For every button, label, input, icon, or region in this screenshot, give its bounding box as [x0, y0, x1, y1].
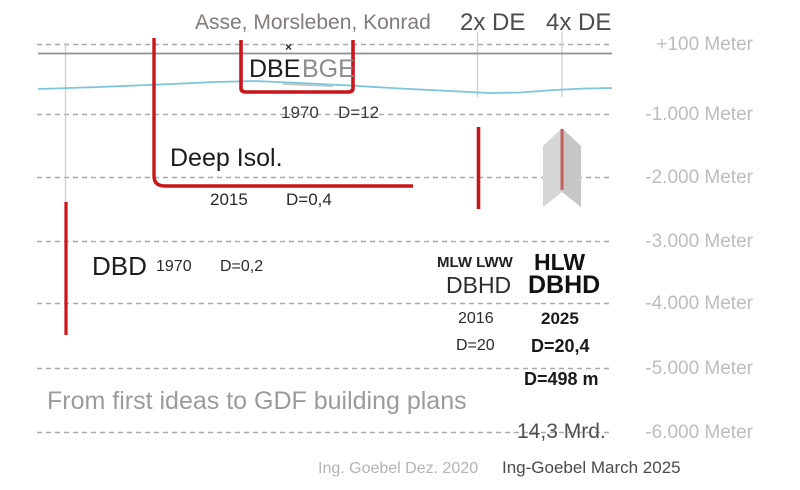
dbhd-hlw-diameter: D=20,4: [531, 336, 590, 356]
dbd-label: DBD: [92, 251, 147, 281]
chevron-arrow-right-face: [562, 128, 581, 207]
dbe-label: DBE: [249, 55, 301, 83]
cost-label: 14,3 Mrd.: [517, 420, 606, 443]
deep-isol-depth-line: [152, 38, 413, 188]
caption-text: From first ideas to GDF building plans: [47, 387, 467, 415]
bge-label: BGE: [302, 55, 355, 83]
dbhd-mlw-year: 2016: [458, 310, 494, 327]
depth-label-1000: -1.000 Meter: [645, 104, 753, 125]
scale-2x-label: 2x DE: [460, 9, 526, 36]
depth-label-3000: -3.000 Meter: [645, 231, 753, 252]
dbe-diameter: D=12: [338, 103, 380, 122]
dbhd-mlw-diameter: D=20: [456, 337, 495, 354]
scale-4x-label: 4x DE: [546, 9, 612, 36]
deep-isol-label: Deep Isol.: [170, 144, 283, 172]
dbe-depth-bracket: [239, 40, 355, 94]
dbhd-hlw-year: 2025: [541, 309, 579, 328]
dbd-diameter: D=0,2: [220, 258, 264, 275]
dbhd-hlw-waste-label: HLW: [534, 249, 586, 275]
dbhd-hlw-depth: D=498 m: [524, 369, 599, 389]
depth-label-2000: -2.000 Meter: [645, 167, 753, 188]
credit-previous: Ing. Goebel Dez. 2020: [318, 460, 479, 477]
dbhd-mlw-waste-label: MLW LWW: [437, 254, 513, 271]
deep-isol-year: 2015: [210, 190, 248, 209]
credit-current: Ing-Goebel March 2025: [502, 458, 681, 477]
dbhd-hlw-label: DBHD: [528, 271, 601, 299]
depth-label-5000: -5.000 Meter: [645, 358, 753, 379]
title-sites: Asse, Morsleben, Konrad: [195, 11, 431, 34]
dbe-x-marker: ×: [285, 40, 293, 54]
dbd-year: 1970: [156, 258, 192, 275]
chevron-arrow-left-face: [543, 128, 562, 207]
depth-label-plus100: +100 Meter: [656, 34, 753, 55]
dbhd-mlw-label: DBHD: [446, 272, 512, 298]
dbe-year: 1970: [281, 103, 319, 122]
terrain-water-line: [37, 80, 613, 94]
surface-segment: [282, 83, 334, 87]
depth-label-6000: -6.000 Meter: [645, 422, 753, 443]
deep-isol-diameter: D=0,4: [286, 190, 332, 209]
depth-grid: [37, 43, 610, 434]
depth-label-4000: -4.000 Meter: [645, 293, 753, 314]
